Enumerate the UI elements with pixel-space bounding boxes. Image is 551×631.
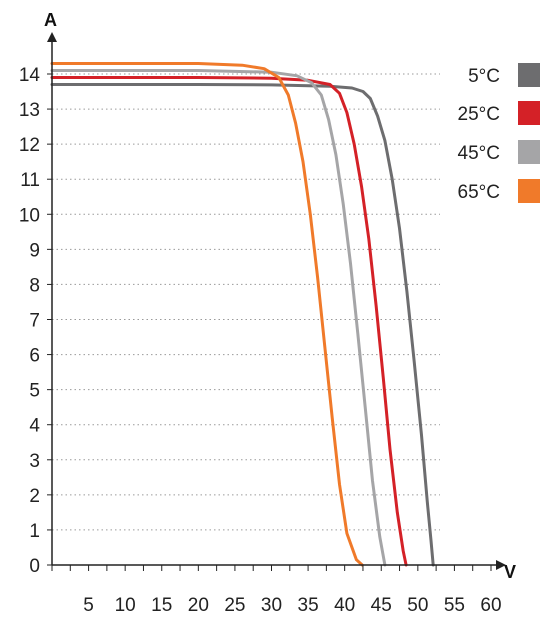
y-tick-label: 0 (29, 556, 40, 577)
x-axis-unit: V (504, 562, 516, 582)
legend: 5°C 25°C 45°C 65°C (458, 63, 540, 203)
x-tick-label: 5 (83, 595, 94, 616)
y-axis-unit: A (44, 10, 57, 30)
x-tick-label: 15 (151, 595, 172, 616)
y-tick-label: 6 (29, 346, 40, 367)
x-tick-labels: 5 10 15 20 25 30 35 40 45 50 55 60 (51, 565, 502, 616)
series-line (50, 69, 387, 567)
y-tick-label: 2 (29, 486, 40, 507)
y-axis-arrow (47, 32, 57, 42)
y-tick-label: 13 (19, 100, 40, 121)
legend-swatch (518, 140, 540, 164)
grid-lines (52, 73, 440, 531)
y-tick-label: 10 (19, 205, 40, 226)
x-tick-label: 30 (261, 595, 282, 616)
legend-label: 25°C (458, 104, 500, 125)
legend-label: 45°C (458, 143, 500, 164)
y-tick-label: 3 (29, 451, 40, 472)
y-tick-label: 1 (29, 521, 40, 542)
x-axis-arrow (496, 560, 506, 570)
y-tick-label: 8 (29, 275, 40, 296)
series-lines (50, 62, 435, 567)
x-tick-label: 10 (115, 595, 136, 616)
x-tick-label: 40 (334, 595, 355, 616)
y-tick-label: 9 (29, 240, 40, 261)
x-tick-label: 25 (224, 595, 245, 616)
x-tick-label: 35 (298, 595, 319, 616)
y-tick-label: 14 (19, 65, 41, 86)
y-tick-label: 5 (29, 381, 40, 402)
legend-label: 5°C (468, 66, 500, 87)
legend-swatch (518, 63, 540, 87)
series-line (50, 76, 408, 567)
x-tick-label: 20 (188, 595, 209, 616)
legend-label: 65°C (458, 182, 500, 203)
y-tick-label: 11 (20, 170, 40, 191)
series-line (50, 83, 435, 567)
x-tick-label: 55 (444, 595, 465, 616)
x-tick-label: 60 (480, 595, 501, 616)
legend-swatch (518, 179, 540, 203)
series-line (50, 62, 364, 567)
y-tick-label: 12 (19, 135, 40, 156)
y-tick-label: 7 (29, 311, 40, 332)
y-tick-label: 4 (29, 416, 40, 437)
x-tick-label: 50 (407, 595, 428, 616)
legend-swatch (518, 101, 540, 125)
x-tick-label: 45 (371, 595, 392, 616)
